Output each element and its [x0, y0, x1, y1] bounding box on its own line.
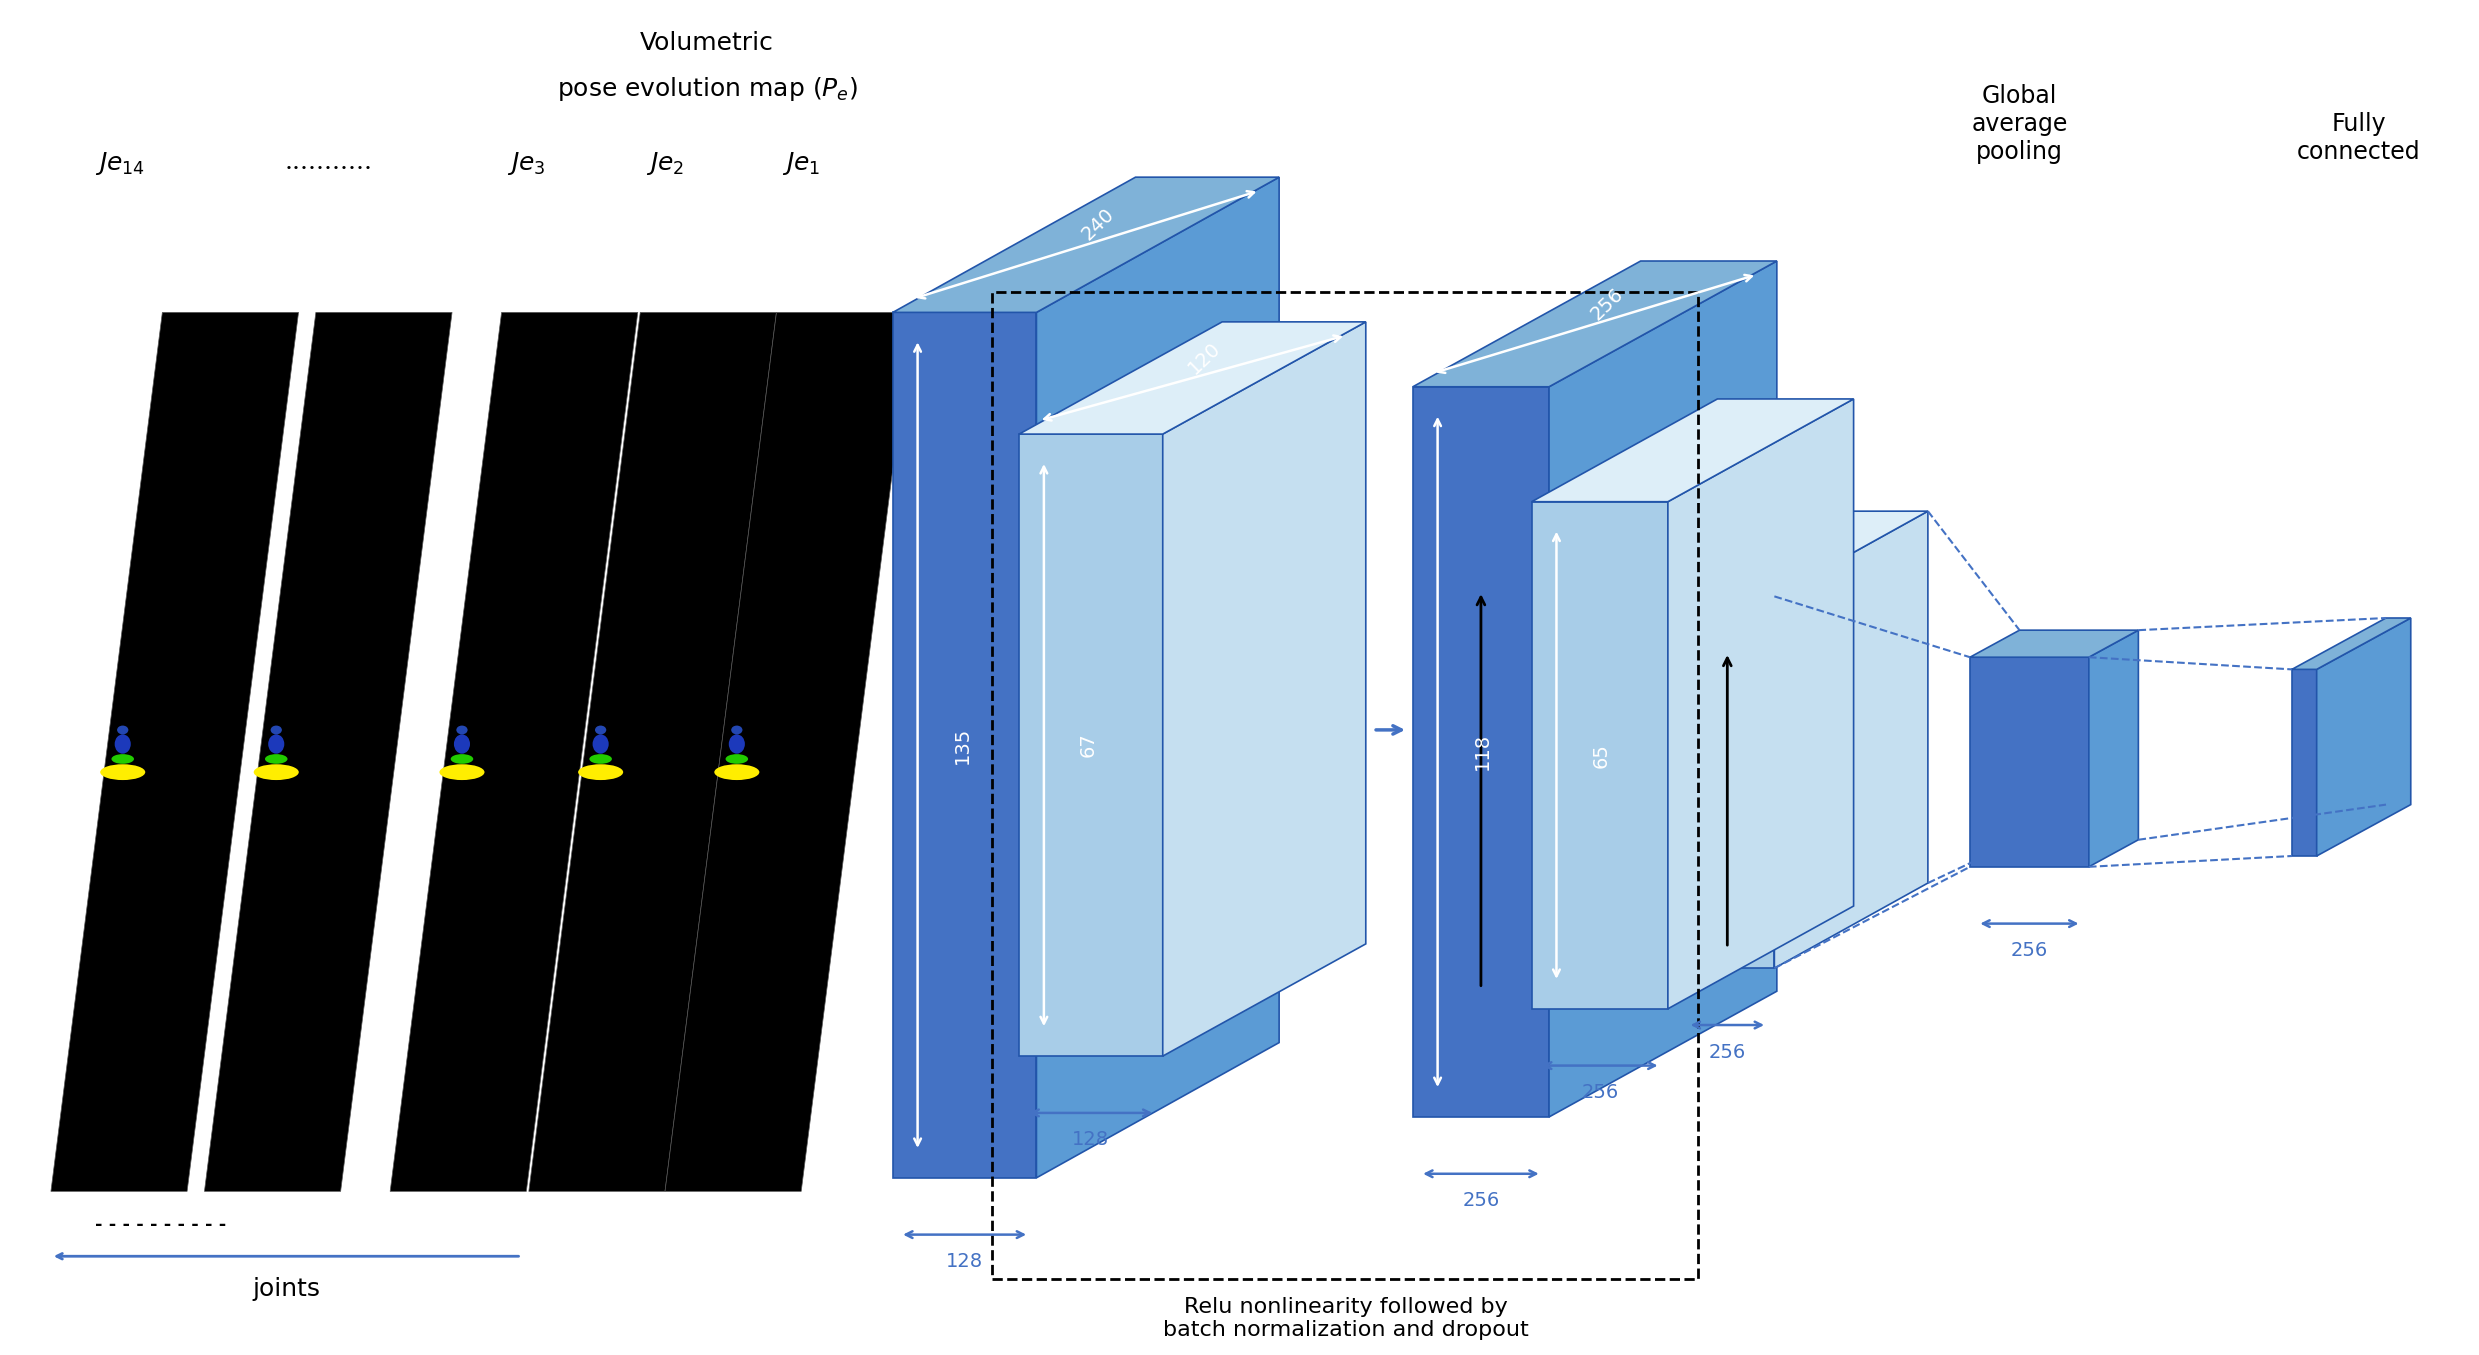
Polygon shape	[2293, 618, 2410, 669]
Polygon shape	[2318, 618, 2410, 856]
Ellipse shape	[731, 725, 741, 734]
Ellipse shape	[451, 755, 473, 764]
Polygon shape	[2090, 630, 2139, 867]
Polygon shape	[528, 313, 776, 1191]
Polygon shape	[389, 313, 637, 1191]
Polygon shape	[203, 313, 451, 1191]
Text: ...........: ...........	[285, 152, 372, 175]
Polygon shape	[1019, 322, 1366, 434]
Ellipse shape	[595, 725, 607, 734]
Text: 256: 256	[1587, 283, 1626, 324]
Text: 135: 135	[952, 726, 972, 764]
Polygon shape	[1681, 596, 1775, 969]
Ellipse shape	[270, 725, 283, 734]
Text: $Je_3$: $Je_3$	[508, 150, 545, 178]
Ellipse shape	[726, 755, 749, 764]
Text: 240: 240	[1078, 205, 1118, 244]
Ellipse shape	[578, 764, 622, 780]
Polygon shape	[2293, 669, 2318, 856]
Polygon shape	[1971, 630, 2139, 657]
Polygon shape	[1549, 262, 1777, 1117]
Text: $Je_1$: $Je_1$	[781, 150, 821, 178]
Ellipse shape	[99, 764, 146, 780]
Ellipse shape	[112, 755, 134, 764]
Text: $Je_{14}$: $Je_{14}$	[94, 150, 146, 178]
Text: 256: 256	[1463, 1191, 1500, 1210]
Polygon shape	[892, 313, 1036, 1177]
Text: 256: 256	[1582, 1083, 1619, 1102]
Text: 120: 120	[1185, 337, 1225, 378]
Text: 256: 256	[1708, 1042, 1745, 1061]
Polygon shape	[1036, 178, 1279, 1177]
Text: 256: 256	[2010, 942, 2048, 961]
Ellipse shape	[439, 764, 483, 780]
Polygon shape	[1681, 511, 1929, 596]
Text: joints: joints	[253, 1276, 320, 1301]
Text: Global
average
pooling: Global average pooling	[1971, 84, 2067, 164]
Text: 118: 118	[1473, 733, 1492, 771]
Text: 128: 128	[947, 1252, 984, 1271]
Ellipse shape	[592, 734, 610, 753]
Ellipse shape	[729, 734, 744, 753]
Bar	[992, 293, 1698, 1279]
Ellipse shape	[268, 734, 285, 753]
Text: 65: 65	[1592, 743, 1611, 768]
Text: Fully
connected: Fully connected	[2298, 112, 2420, 164]
Ellipse shape	[456, 725, 469, 734]
Polygon shape	[664, 313, 912, 1191]
Polygon shape	[1532, 398, 1854, 501]
Polygon shape	[1163, 322, 1366, 1056]
Text: $Je_2$: $Je_2$	[647, 150, 684, 178]
Polygon shape	[1971, 657, 2090, 867]
Polygon shape	[1775, 511, 1929, 969]
Text: 67: 67	[1078, 733, 1098, 757]
Ellipse shape	[454, 734, 471, 753]
Ellipse shape	[265, 755, 288, 764]
Polygon shape	[1413, 386, 1549, 1117]
Polygon shape	[1532, 501, 1668, 1008]
Polygon shape	[1413, 262, 1777, 386]
Ellipse shape	[114, 734, 131, 753]
Ellipse shape	[117, 725, 129, 734]
Ellipse shape	[590, 755, 612, 764]
Polygon shape	[52, 313, 297, 1191]
Ellipse shape	[714, 764, 759, 780]
Polygon shape	[1019, 434, 1163, 1056]
Polygon shape	[1668, 398, 1854, 1008]
Text: Relu nonlinearity followed by
batch normalization and dropout: Relu nonlinearity followed by batch norm…	[1163, 1297, 1530, 1340]
Polygon shape	[892, 178, 1279, 313]
Text: Volumetric: Volumetric	[640, 31, 773, 56]
Text: 128: 128	[1073, 1130, 1111, 1149]
Text: - - - - - - - - - -: - - - - - - - - - -	[97, 1217, 226, 1234]
Text: pose evolution map ($P_e$): pose evolution map ($P_e$)	[558, 75, 858, 103]
Ellipse shape	[253, 764, 300, 780]
